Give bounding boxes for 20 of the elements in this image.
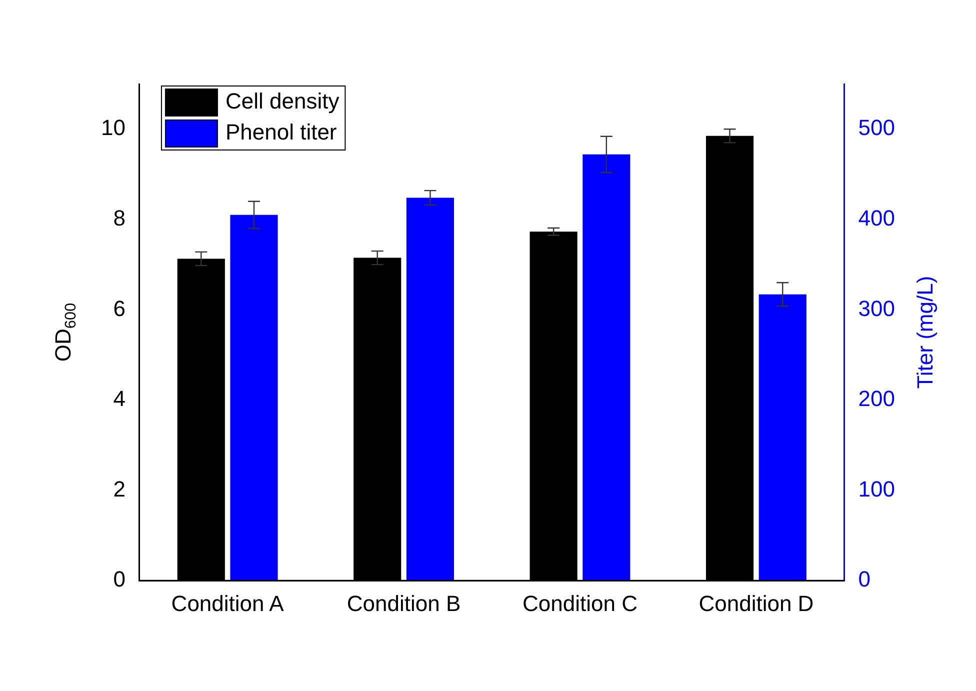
y2-axis-title: Titer (mg/L) <box>912 276 938 389</box>
y-tick-label: 4 <box>113 386 126 412</box>
y-tick-label: 10 <box>100 115 126 140</box>
y2-tick-label: 100 <box>858 476 896 502</box>
y-axis-title: OD600 <box>50 302 80 362</box>
y-tick-label: 6 <box>113 296 126 321</box>
y2-tick-label: 400 <box>858 206 896 230</box>
y-tick-label: 0 <box>113 566 126 592</box>
y-tick-label: 2 <box>113 476 126 502</box>
legend-label: Cell density <box>225 88 340 114</box>
y2-tick-label: 500 <box>858 115 896 140</box>
x-tick-label: Condition C <box>522 590 638 616</box>
x-tick-label: Condition D <box>698 590 814 616</box>
y-tick-label: 8 <box>113 206 126 230</box>
x-tick-label: Condition A <box>171 590 284 616</box>
legend-label: Phenol titer <box>225 120 337 145</box>
y2-tick-label: 0 <box>858 566 871 592</box>
x-tick-label: Condition B <box>346 590 461 616</box>
y2-tick-label: 200 <box>858 386 896 412</box>
y2-tick-label: 300 <box>858 296 896 321</box>
